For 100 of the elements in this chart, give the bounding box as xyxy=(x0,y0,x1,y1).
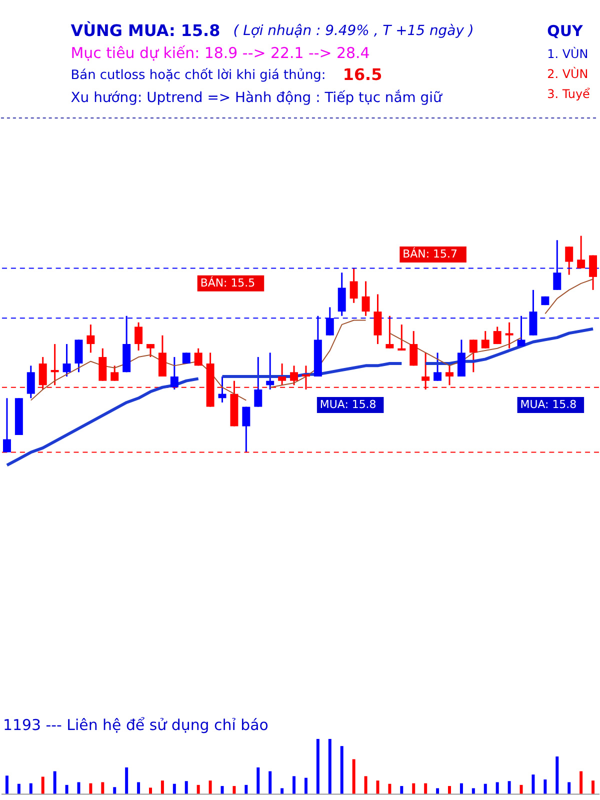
bar xyxy=(268,771,272,794)
annotation: BÁN: 15.5 xyxy=(200,275,256,290)
text: 3. Tuyể xyxy=(547,87,591,102)
candlestick xyxy=(493,326,502,345)
bar xyxy=(484,784,487,794)
bar xyxy=(65,784,68,794)
candlestick xyxy=(98,348,107,382)
text: Bán cutloss hoặc chốt lời khi giá thủng: xyxy=(70,68,326,84)
candlestick xyxy=(266,352,274,390)
candlestick xyxy=(434,352,442,382)
candlestick xyxy=(577,235,586,270)
bar xyxy=(340,746,344,794)
candlestick xyxy=(410,330,418,366)
bar xyxy=(137,782,140,794)
bar xyxy=(472,788,475,794)
bar xyxy=(448,786,451,794)
candlestick xyxy=(529,289,538,336)
bar xyxy=(53,771,56,794)
annotation: MUA: 15.8 xyxy=(520,398,577,411)
bar xyxy=(280,788,284,794)
bar xyxy=(41,776,44,794)
bar xyxy=(125,767,128,794)
candlestick xyxy=(374,294,382,345)
candlestick xyxy=(110,364,119,382)
candlestick xyxy=(134,322,143,352)
bar xyxy=(101,782,104,794)
bar xyxy=(496,782,499,794)
bar xyxy=(208,780,212,794)
bar xyxy=(556,756,559,794)
bar xyxy=(160,780,164,794)
candlestick xyxy=(457,338,466,378)
chart-title: VÙNG MUA: 15.8 xyxy=(70,21,220,40)
bar xyxy=(29,783,32,794)
bar xyxy=(77,782,80,794)
bar xyxy=(592,780,595,794)
annotation: MUA: 15.8 xyxy=(320,398,376,411)
candlestick xyxy=(2,397,11,454)
bar xyxy=(412,783,416,794)
bar xyxy=(520,784,523,794)
candlestick xyxy=(278,362,286,386)
bar xyxy=(316,738,320,794)
bar xyxy=(388,784,392,794)
candlestick xyxy=(74,338,83,373)
candlestick xyxy=(194,348,202,366)
bar xyxy=(352,759,356,794)
candlestick xyxy=(170,356,178,390)
candlestick xyxy=(158,334,166,378)
bar xyxy=(568,782,571,794)
candlestick xyxy=(338,272,346,317)
bar xyxy=(436,788,440,794)
candlestick xyxy=(398,324,406,352)
candlestick xyxy=(350,268,358,304)
bar xyxy=(89,783,92,794)
bar xyxy=(113,787,116,794)
bar xyxy=(580,771,583,794)
bar xyxy=(424,783,428,794)
bar xyxy=(376,780,380,794)
bar xyxy=(196,784,200,794)
bar xyxy=(460,783,463,794)
candlestick xyxy=(86,324,95,354)
candlestick xyxy=(242,406,250,454)
candlestick xyxy=(362,280,370,317)
bar xyxy=(532,774,535,794)
text: Mục tiêu dự kiến: 18.9 --> 22.1 --> 28.4 xyxy=(70,44,370,62)
text: ( Lợi nhuận : 9.49% , T +15 ngày ) xyxy=(233,23,474,40)
bar xyxy=(244,784,248,794)
candlestick xyxy=(290,364,298,386)
bar xyxy=(508,781,511,794)
candlestick xyxy=(146,343,154,358)
bar xyxy=(232,786,236,794)
bar xyxy=(292,776,296,794)
candlestick xyxy=(50,343,59,386)
bar xyxy=(220,786,224,794)
bar xyxy=(256,767,260,794)
candlestick xyxy=(565,246,574,276)
candlestick xyxy=(386,315,394,350)
candlestick xyxy=(481,330,490,350)
text: 2. VÙN xyxy=(547,66,588,82)
bar xyxy=(328,738,332,794)
text: 1. VÙN xyxy=(547,46,588,62)
candlestick xyxy=(62,343,71,378)
bar xyxy=(364,776,368,794)
bar xyxy=(172,784,176,794)
candlestick xyxy=(26,364,35,399)
bar xyxy=(149,788,152,794)
candlestick xyxy=(469,338,478,373)
annotation: BÁN: 15.7 xyxy=(402,246,458,260)
text: 16.5 xyxy=(342,65,382,84)
text: Xu hướng: Uptrend => Hành động : Tiếp tục nắm giữ xyxy=(70,88,444,106)
bar xyxy=(17,784,20,794)
bar xyxy=(400,786,404,794)
bar xyxy=(544,779,547,794)
candlestick xyxy=(589,254,598,291)
text: QUY xyxy=(547,22,584,40)
candlestick xyxy=(505,322,514,350)
bar xyxy=(184,781,188,794)
bar xyxy=(5,776,8,794)
candlestick xyxy=(254,356,262,408)
bar xyxy=(304,778,308,794)
text: 1193 --- Liên hệ để sử dụng chỉ báo xyxy=(2,716,268,734)
